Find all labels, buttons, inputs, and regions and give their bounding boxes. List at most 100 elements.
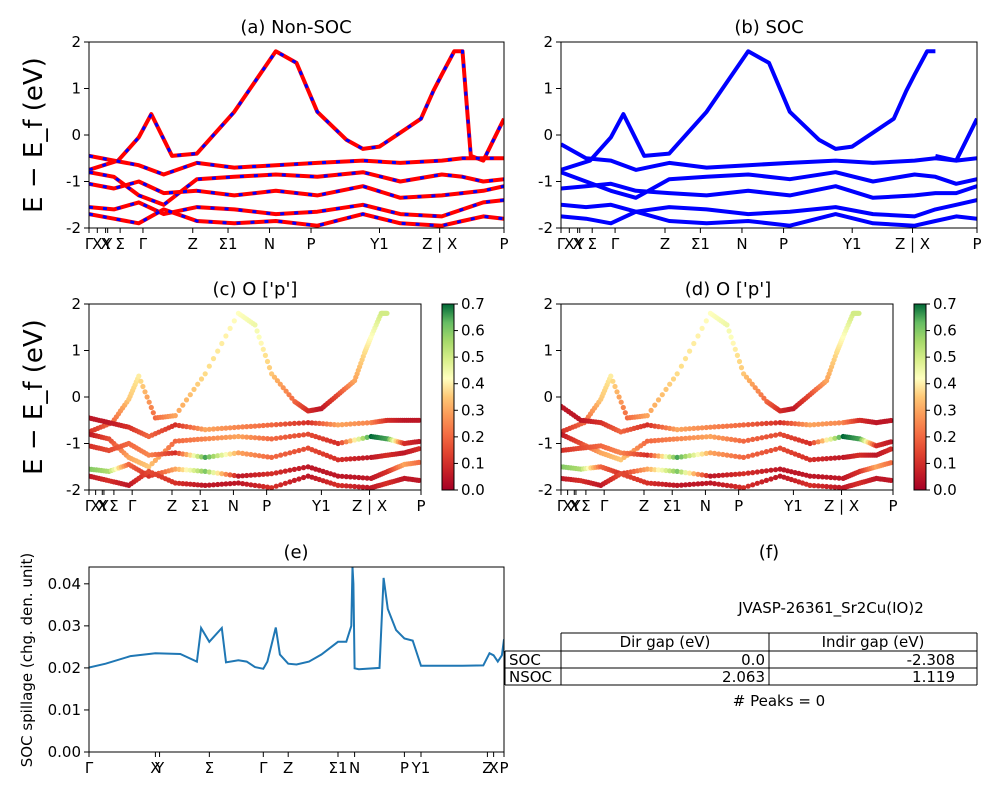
projected-point <box>687 348 693 354</box>
panel-e-xtick-label: X <box>150 759 160 777</box>
panel-c-ytick-label: 2 <box>71 295 81 313</box>
projected-point <box>176 466 182 472</box>
projected-point <box>183 467 190 473</box>
panel-e-ytick-label: 0.01 <box>48 701 81 719</box>
projected-point <box>277 381 283 387</box>
projected-point <box>724 322 730 328</box>
panel-d-xtick-label: Z <box>639 497 649 515</box>
projected-point <box>711 450 718 456</box>
panel-b-frame <box>560 41 978 229</box>
projected-point <box>172 438 178 444</box>
projected-point <box>287 467 293 473</box>
projected-point <box>138 378 144 384</box>
soc-band-1 <box>934 117 977 163</box>
projected-point <box>256 435 262 441</box>
projected-point <box>287 479 293 485</box>
spillage-ylabel: SOC spillage (chg. den. unit) <box>18 553 36 768</box>
projected-point <box>191 481 197 488</box>
projected-point <box>750 452 756 458</box>
projected-point <box>836 420 842 426</box>
projected-point <box>215 426 221 432</box>
projected-point <box>202 371 208 377</box>
projected-point <box>252 452 258 458</box>
projected-point <box>136 373 142 379</box>
projected-point <box>728 334 734 340</box>
projected-point <box>313 420 319 426</box>
panel-b-bands <box>561 49 977 228</box>
projected-point <box>811 440 817 446</box>
table-cell-indir-gap: -2.308 <box>907 651 955 669</box>
colorbar-tick-label: 0.1 <box>461 454 485 472</box>
projected-point <box>271 374 278 380</box>
projected-point <box>856 310 862 316</box>
projected-point <box>347 438 353 444</box>
projected-point <box>148 404 154 411</box>
panel-e-xtick-label: Y <box>154 759 165 777</box>
soc-band-overlay-1 <box>89 154 504 177</box>
projected-point <box>695 425 701 431</box>
projected-point <box>223 425 229 431</box>
projected-point <box>695 451 701 458</box>
panel-e-title: (e) <box>283 542 308 563</box>
projected-point <box>335 482 341 488</box>
colorbar-tick-label: 0.2 <box>933 428 957 446</box>
projected-point <box>347 456 353 462</box>
table-header-indir-gap: Indir gap (eV) <box>822 633 925 651</box>
projected-point <box>248 423 254 429</box>
panel-e-ytick-label: 0.00 <box>48 743 81 761</box>
soc-band-3 <box>561 170 977 200</box>
projected-point <box>219 481 225 487</box>
panel-c-xtick-label: X <box>97 497 107 515</box>
projected-point <box>711 481 718 487</box>
projected-point <box>416 438 421 445</box>
projected-point <box>819 438 826 444</box>
projected-point <box>720 482 726 488</box>
panel-c-xtick-label: Γ <box>128 497 137 515</box>
projected-point <box>687 435 693 441</box>
projected-point <box>732 346 738 352</box>
projected-point <box>416 459 421 465</box>
projected-point <box>746 378 753 384</box>
soc-band-overlay-3 <box>89 179 504 200</box>
projected-point <box>296 465 302 472</box>
projected-point <box>195 468 201 474</box>
projected-point <box>699 434 705 440</box>
projected-point <box>231 318 237 324</box>
projected-point <box>773 474 779 481</box>
projected-point <box>707 424 714 430</box>
projected-point <box>227 451 233 457</box>
projected-point <box>269 436 275 442</box>
projected-point <box>728 472 734 478</box>
panel-e-ytick-label: 0.03 <box>48 617 81 635</box>
projected-point <box>289 395 295 401</box>
panel-b-xtick-label: P <box>972 235 981 253</box>
projected-point <box>269 371 275 377</box>
panel-e-xtick-label: P <box>400 759 409 777</box>
projected-point <box>691 425 697 431</box>
projected-point <box>235 480 241 486</box>
projected-point <box>256 423 262 429</box>
projected-point <box>655 397 662 403</box>
projected-point <box>648 407 654 413</box>
projected-point <box>807 482 813 488</box>
panel-d-ytick-label: 1 <box>543 342 553 360</box>
projected-point <box>745 422 751 428</box>
projected-point <box>274 378 280 384</box>
projected-point <box>256 472 262 478</box>
projected-point <box>832 484 838 490</box>
projected-point <box>327 421 334 427</box>
projected-point <box>339 456 345 463</box>
panel-d-ytick-label: 0 <box>543 388 553 406</box>
projected-point <box>682 356 689 362</box>
projected-point <box>716 451 722 457</box>
projected-point <box>256 334 262 340</box>
projected-point <box>811 422 817 428</box>
panel-e-xtick-label: X <box>488 759 498 777</box>
projected-point <box>296 432 302 438</box>
panel-a-xtick-label: Γ <box>139 235 148 253</box>
projected-point <box>652 467 658 473</box>
panel-e-xtick-label: P <box>499 759 508 777</box>
projected-point <box>663 386 669 392</box>
